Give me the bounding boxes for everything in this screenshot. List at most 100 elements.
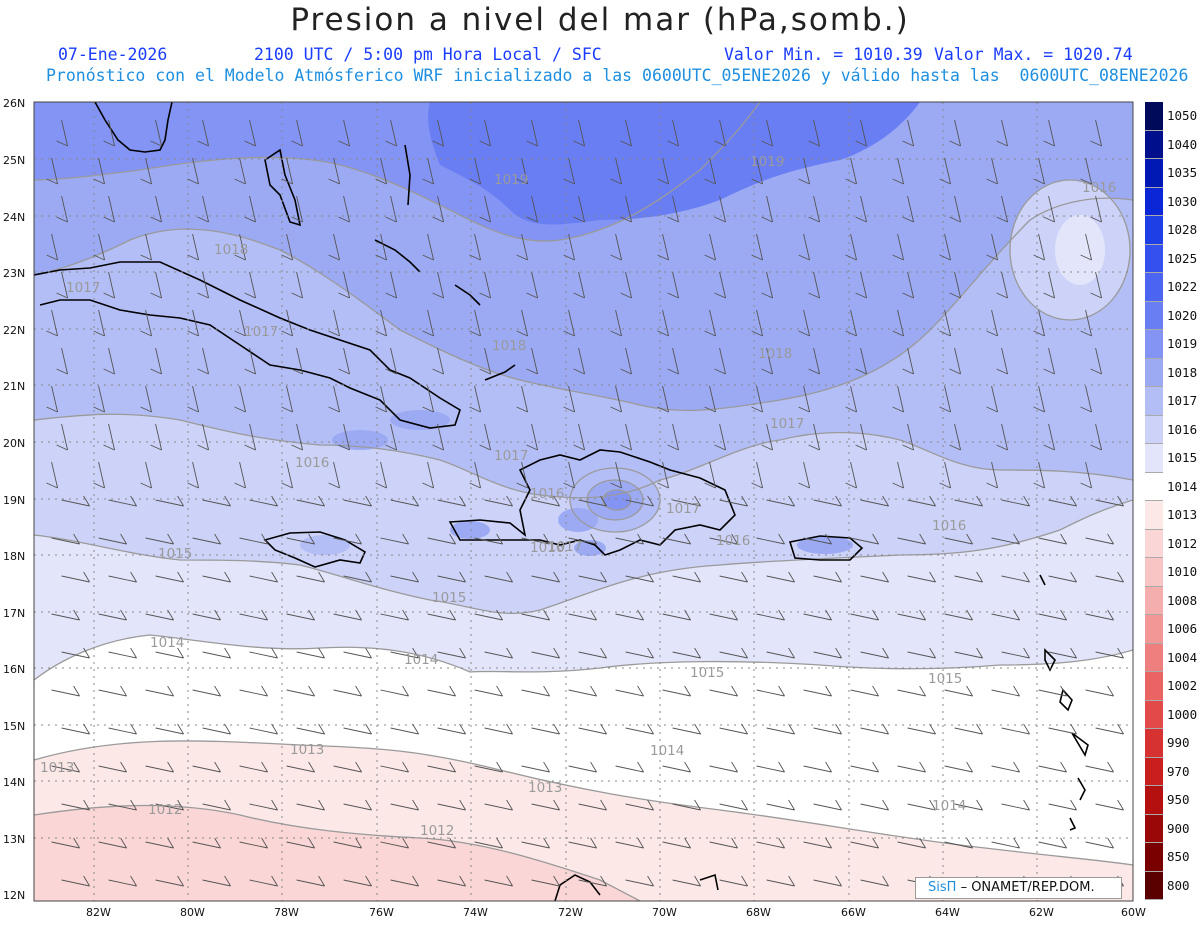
wind-barb (98, 685, 127, 697)
color-scale-label: 1000 (1167, 706, 1198, 722)
wind-barb (845, 385, 858, 413)
wind-barb (239, 609, 268, 621)
wind-barb (620, 195, 633, 223)
wind-barb (521, 685, 550, 697)
wind-barb (808, 423, 821, 451)
wind-barb (615, 685, 644, 697)
wind-barb (333, 609, 362, 621)
wind-barb (155, 495, 184, 507)
wind-barb (390, 571, 419, 583)
lat-tick-label: 21N (3, 380, 25, 393)
wind-barb (516, 233, 529, 261)
wind-barb (531, 799, 560, 811)
wind-barb (531, 875, 560, 887)
wind-barb (150, 195, 163, 223)
wind-barb (427, 837, 456, 849)
wind-barb (1043, 271, 1056, 299)
wind-barb (197, 347, 210, 375)
wind-barb (422, 233, 435, 261)
color-scale-cell (1145, 102, 1163, 131)
wind-barb (714, 195, 727, 223)
wind-barb (1095, 723, 1124, 735)
color-scale-label: 800 (1167, 877, 1190, 893)
wind-barb (385, 271, 398, 299)
wind-barb (150, 271, 163, 299)
color-scale-label: 1004 (1167, 649, 1198, 665)
color-scale-label: 1028 (1167, 222, 1198, 238)
wind-barb (615, 761, 644, 773)
wind-barb (427, 761, 456, 773)
lat-tick-label: 16N (3, 663, 25, 676)
wind-barb (192, 837, 221, 849)
contour-label: 1016 (932, 518, 966, 534)
wind-barb (239, 837, 268, 849)
wind-barb (657, 157, 670, 185)
wind-barb (375, 309, 388, 337)
wind-barb (187, 461, 200, 489)
wind-barb (140, 309, 153, 337)
wind-barb (996, 119, 1009, 147)
contour-label: 1013 (528, 780, 562, 796)
wind-barb (610, 309, 623, 337)
wind-barb (1048, 571, 1077, 583)
wind-barb (996, 423, 1009, 451)
wind-barb (855, 423, 868, 451)
wind-barb (568, 533, 597, 545)
wind-barb (281, 309, 294, 337)
wind-barb (239, 685, 268, 697)
wind-barb (939, 461, 952, 489)
wind-barb (61, 799, 90, 811)
wind-barb (672, 799, 701, 811)
lon-tick-label: 80W (180, 906, 205, 919)
wind-barb (155, 723, 184, 735)
wind-barb (573, 347, 586, 375)
wind-barb (1080, 233, 1093, 261)
isobar-lines (34, 102, 1133, 901)
wind-barb (338, 119, 351, 147)
contour-label: 1013 (290, 742, 324, 758)
wind-barb (202, 875, 231, 887)
contour-label: 1013 (40, 760, 74, 776)
wind-barb (521, 761, 550, 773)
color-scale-label: 1002 (1167, 678, 1198, 694)
wind-barb (281, 233, 294, 261)
wind-barb (281, 461, 294, 489)
wind-barb (892, 233, 905, 261)
wind-barb (808, 271, 821, 299)
wind-barb (808, 195, 821, 223)
wind-barb (578, 571, 607, 583)
wind-barb (286, 609, 315, 621)
wind-barb (813, 571, 842, 583)
wind-barb (521, 533, 550, 545)
wind-barb (202, 647, 231, 659)
wind-barb (620, 347, 633, 375)
wind-barb (155, 875, 184, 887)
wind-barb (907, 647, 936, 659)
wind-barb (469, 233, 482, 261)
wind-barb (892, 461, 905, 489)
wind-barb (484, 875, 513, 887)
wind-barb (803, 533, 832, 545)
wind-barb (954, 571, 983, 583)
wind-barb (672, 571, 701, 583)
wind-barb (474, 533, 503, 545)
wind-barb (657, 385, 670, 413)
color-scale-label: 900 (1167, 820, 1190, 836)
color-scale-cell (1145, 586, 1163, 615)
wind-barb (343, 571, 372, 583)
contour-label: 1014 (650, 743, 684, 759)
wind-barb (672, 723, 701, 735)
wind-barb (296, 799, 325, 811)
wind-barb (855, 271, 868, 299)
wind-barb (103, 423, 116, 451)
wind-barb (333, 533, 362, 545)
contour-label: 1017 (494, 448, 528, 464)
wind-barb (991, 685, 1020, 697)
wind-barb (234, 233, 247, 261)
wind-barb (531, 495, 560, 507)
wind-barb (380, 685, 409, 697)
wind-barb (944, 533, 973, 545)
color-scale-cell (1145, 729, 1163, 758)
wind-barb (756, 761, 785, 773)
wind-barb (1080, 309, 1093, 337)
